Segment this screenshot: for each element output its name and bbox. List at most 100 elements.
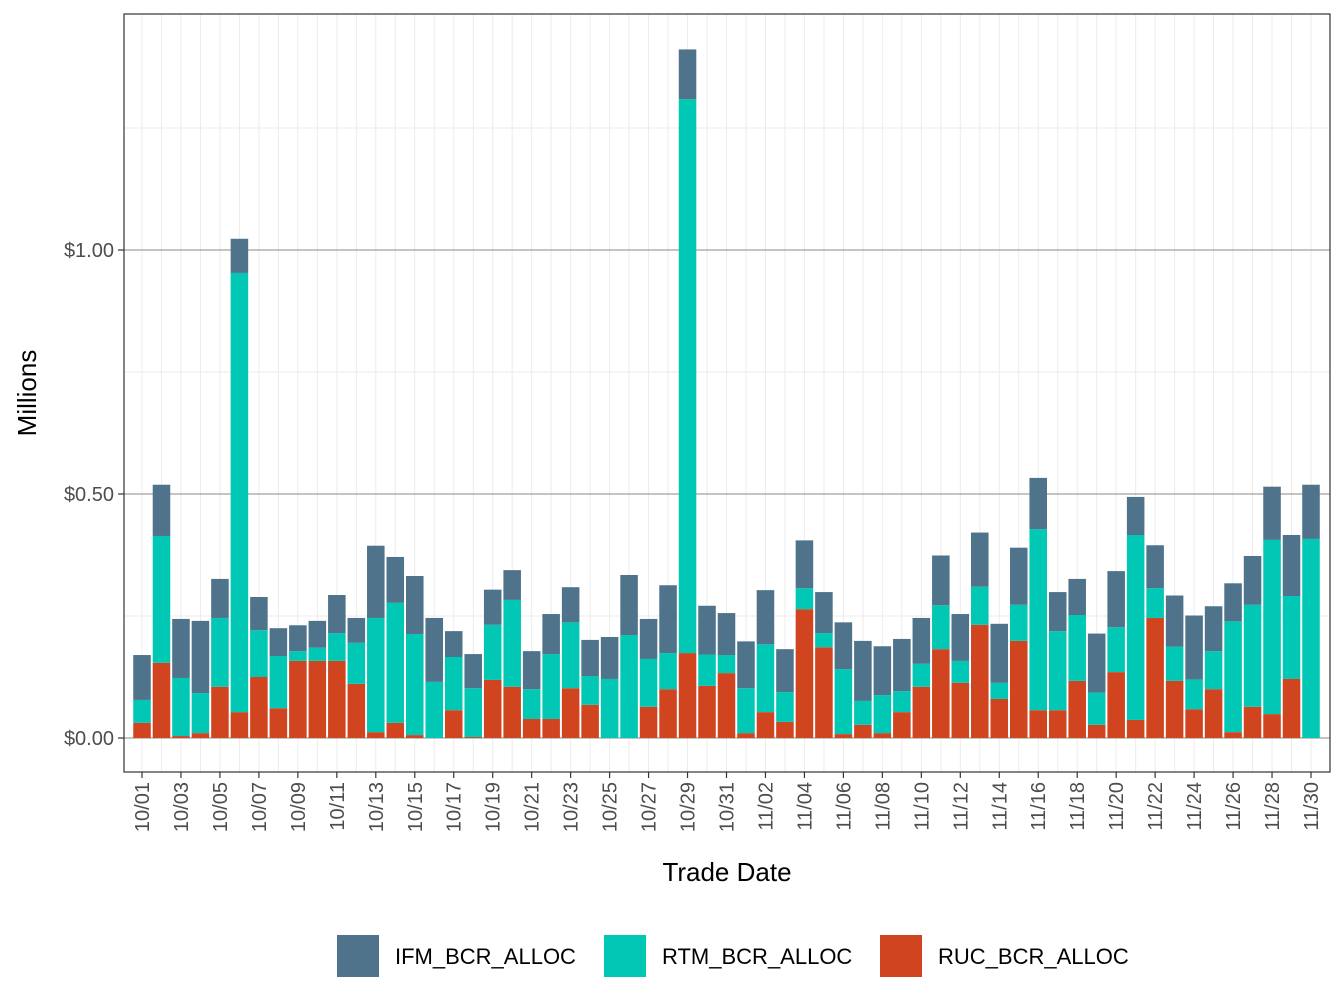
bar-rtm-bcr-alloc-10-22	[542, 654, 560, 719]
bar-ifm-bcr-alloc-10-23	[561, 587, 580, 623]
bar-ifm-bcr-alloc-10-09	[289, 625, 307, 652]
bar-ifm-bcr-alloc-11-29	[1282, 534, 1301, 596]
x-tick-label: 10/05	[210, 782, 232, 832]
x-axis-title: Trade Date	[662, 857, 791, 887]
bar-ruc-bcr-alloc-10-18	[464, 737, 482, 738]
bar-ifm-bcr-alloc-10-07	[250, 596, 268, 631]
bar-rtm-bcr-alloc-11-04	[795, 588, 814, 610]
bar-ifm-bcr-alloc-11-18	[1068, 578, 1086, 616]
x-tick-label: 10/17	[444, 782, 466, 832]
x-tick-label: 10/03	[171, 782, 193, 832]
bar-ifm-bcr-alloc-11-16	[1029, 477, 1048, 530]
x-tick-label: 10/15	[405, 782, 427, 832]
bar-ruc-bcr-alloc-10-04	[191, 733, 210, 738]
bar-ifm-bcr-alloc-11-05	[815, 592, 833, 634]
x-tick-label: 10/29	[678, 782, 700, 832]
x-tick-label: 11/30	[1301, 782, 1323, 831]
x-tick-label: 11/16	[1028, 782, 1050, 831]
bar-ruc-bcr-alloc-11-24	[1185, 709, 1203, 738]
x-axis: 10/01 10/03 10/05 10/07 10/09 10/11 10/13 10/15…	[132, 772, 1323, 832]
bar-rtm-bcr-alloc-11-20	[1107, 627, 1125, 673]
x-tick-label: 11/02	[755, 782, 777, 831]
bar-ruc-bcr-alloc-10-23	[561, 688, 580, 738]
bar-rtm-bcr-alloc-10-17	[444, 656, 463, 711]
bar-rtm-bcr-alloc-11-19	[1087, 692, 1106, 725]
bar-rtm-bcr-alloc-10-02	[152, 535, 171, 663]
bar-ifm-bcr-alloc-10-30	[698, 605, 716, 655]
bar-rtm-bcr-alloc-10-24	[581, 676, 599, 705]
bar-ruc-bcr-alloc-11-20	[1107, 672, 1125, 738]
bar-rtm-bcr-alloc-11-12	[951, 660, 970, 683]
bar-ruc-bcr-alloc-11-27	[1243, 706, 1262, 738]
x-tick-label: 11/10	[911, 782, 933, 831]
legend-key-ifm-bcr-alloc	[337, 935, 379, 977]
bar-ruc-bcr-alloc-10-01	[133, 722, 151, 738]
bars	[133, 49, 1320, 738]
bar-ruc-bcr-alloc-10-06	[230, 712, 249, 738]
y-tick-label: $1.00	[64, 240, 114, 262]
bar-ifm-bcr-alloc-10-12	[347, 617, 366, 643]
bar-rtm-bcr-alloc-10-20	[503, 599, 521, 687]
bar-rtm-bcr-alloc-11-13	[971, 586, 989, 625]
bar-rtm-bcr-alloc-10-12	[347, 642, 366, 684]
bar-ruc-bcr-alloc-10-29	[678, 653, 697, 738]
bar-ruc-bcr-alloc-11-13	[971, 624, 989, 738]
bar-ifm-bcr-alloc-10-08	[269, 628, 288, 657]
bar-ifm-bcr-alloc-11-08	[873, 646, 892, 696]
bar-rtm-bcr-alloc-10-27	[639, 658, 658, 707]
bar-rtm-bcr-alloc-11-16	[1029, 529, 1048, 711]
bar-ifm-bcr-alloc-11-04	[795, 540, 814, 589]
x-tick-label: 10/27	[639, 782, 661, 832]
x-tick-label: 10/07	[249, 782, 271, 832]
bar-ifm-bcr-alloc-10-14	[386, 556, 405, 603]
bar-ifm-bcr-alloc-11-01	[737, 641, 755, 689]
bar-rtm-bcr-alloc-10-21	[522, 689, 541, 719]
bar-ifm-bcr-alloc-11-27	[1243, 555, 1262, 605]
bar-ruc-bcr-alloc-10-02	[152, 662, 171, 738]
bar-ifm-bcr-alloc-11-10	[912, 617, 931, 664]
bar-rtm-bcr-alloc-11-05	[815, 633, 833, 648]
bar-ifm-bcr-alloc-10-10	[308, 620, 327, 648]
bar-ruc-bcr-alloc-10-14	[386, 722, 405, 738]
bar-rtm-bcr-alloc-10-25	[600, 678, 619, 738]
legend-label: IFM_BCR_ALLOC	[395, 944, 576, 969]
bar-ruc-bcr-alloc-10-09	[289, 660, 307, 738]
bar-ifm-bcr-alloc-11-21	[1126, 496, 1145, 535]
bar-ifm-bcr-alloc-11-12	[951, 614, 970, 661]
bar-ifm-bcr-alloc-11-07	[854, 640, 872, 701]
x-tick-label: 10/01	[132, 782, 154, 832]
bar-rtm-bcr-alloc-11-24	[1185, 679, 1203, 710]
bar-ifm-bcr-alloc-10-24	[581, 639, 599, 677]
bar-ifm-bcr-alloc-11-24	[1185, 615, 1203, 680]
bar-rtm-bcr-alloc-11-22	[1146, 588, 1164, 618]
bar-ruc-bcr-alloc-11-04	[795, 609, 814, 738]
bar-ifm-bcr-alloc-10-03	[172, 618, 190, 678]
bar-rtm-bcr-alloc-10-01	[133, 699, 151, 723]
bar-rtm-bcr-alloc-10-23	[561, 622, 580, 689]
bar-ifm-bcr-alloc-11-06	[834, 622, 853, 670]
bar-ifm-bcr-alloc-10-06	[230, 238, 249, 273]
bar-ruc-bcr-alloc-10-03	[172, 736, 190, 738]
y-axis-title: Millions	[12, 350, 42, 437]
bar-ifm-bcr-alloc-10-22	[542, 614, 560, 655]
bar-rtm-bcr-alloc-10-06	[230, 272, 249, 713]
bar-ifm-bcr-alloc-10-28	[659, 585, 677, 654]
bar-ifm-bcr-alloc-10-13	[367, 545, 385, 618]
bar-ruc-bcr-alloc-11-21	[1126, 719, 1145, 738]
bar-ruc-bcr-alloc-11-28	[1263, 714, 1281, 738]
bar-ifm-bcr-alloc-10-02	[152, 484, 171, 536]
bar-ifm-bcr-alloc-11-25	[1204, 606, 1223, 652]
bar-ifm-bcr-alloc-11-23	[1165, 595, 1184, 647]
bar-rtm-bcr-alloc-10-03	[172, 677, 190, 737]
bar-ifm-bcr-alloc-10-18	[464, 654, 482, 689]
bar-rtm-bcr-alloc-11-08	[873, 695, 892, 734]
x-tick-label: 10/23	[561, 782, 583, 832]
bar-ifm-bcr-alloc-10-19	[483, 589, 502, 625]
bar-ruc-bcr-alloc-10-10	[308, 660, 327, 738]
bar-ifm-bcr-alloc-10-04	[191, 620, 210, 694]
bar-ifm-bcr-alloc-11-13	[971, 532, 989, 587]
bar-rtm-bcr-alloc-10-15	[405, 634, 424, 736]
bar-ifm-bcr-alloc-10-05	[211, 578, 229, 618]
bar-ruc-bcr-alloc-11-02	[756, 712, 775, 738]
bar-rtm-bcr-alloc-10-19	[483, 624, 502, 680]
